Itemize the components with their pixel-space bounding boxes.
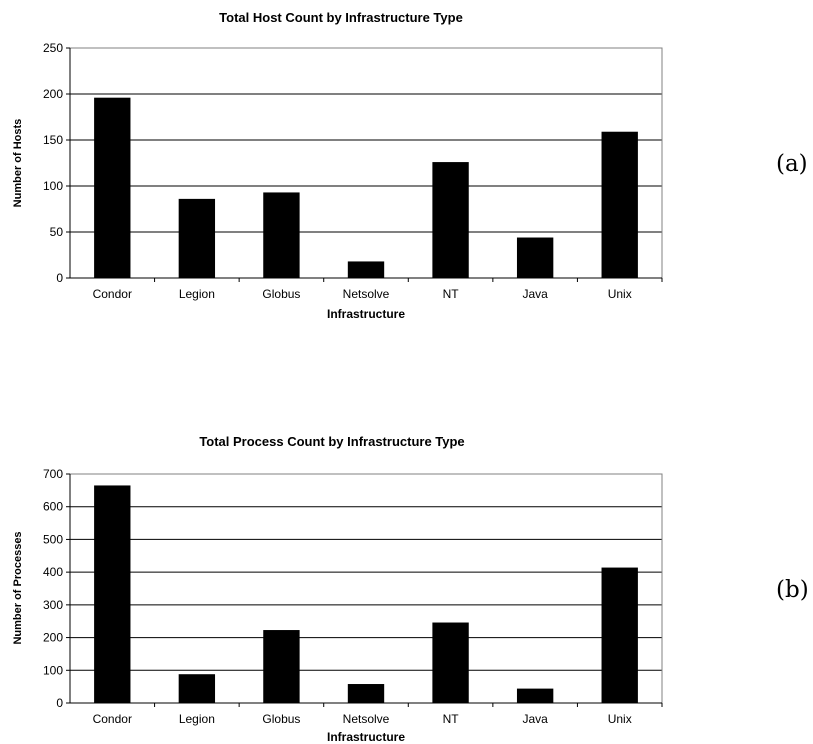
y-tick-label: 400 [43,565,63,579]
y-tick-label: 200 [43,631,63,645]
x-tick-label: Unix [608,287,632,301]
x-tick-label: Unix [608,712,632,726]
bar-java [516,237,554,278]
x-tick-label: NT [443,287,460,301]
bar-legion [178,674,216,703]
y-axis-title: Number of Processes [12,531,24,644]
bar-java [516,688,554,703]
x-tick-label: Legion [179,287,215,301]
plot-area-frame [69,473,663,704]
bar-globus [263,630,300,703]
y-tick-label: 500 [43,532,63,546]
bar-globus [263,192,300,278]
x-axis-title: Infrastructure [327,730,405,744]
x-tick-label: Netsolve [343,712,390,726]
x-tick-label: Condor [93,712,132,726]
y-tick-label: 250 [43,41,63,55]
bar-condor [94,97,131,279]
y-tick-label: 0 [56,696,63,710]
y-tick-label: 600 [43,500,63,514]
y-tick-label: 0 [56,271,63,285]
x-tick-label: Legion [179,712,215,726]
x-tick-label: Java [522,287,548,301]
y-tick-label: 300 [43,598,63,612]
x-tick-label: Globus [262,287,300,301]
plot-area-frame [69,47,663,279]
bar-nt [432,162,469,278]
bar-legion [178,198,216,278]
y-tick-label: 100 [43,663,63,677]
x-tick-label: NT [443,712,460,726]
y-tick-label: 100 [43,179,63,193]
x-tick-label: Condor [93,287,132,301]
y-tick-label: 150 [43,133,63,147]
y-tick-label: 50 [50,225,64,239]
y-tick-label: 700 [43,467,63,481]
bar-netsolve [347,684,385,703]
bar-nt [432,622,469,703]
chart-title: Total Process Count by Infrastructure Ty… [199,434,464,449]
panel-label-b: (b) [776,577,809,603]
panel-label-a: (a) [776,151,808,177]
process-count-chart: Total Process Count by Infrastructure Ty… [12,434,809,744]
y-tick-label: 200 [43,87,63,101]
bar-netsolve [347,261,385,278]
y-axis-title: Number of Hosts [12,119,24,208]
bar-condor [94,485,131,703]
x-tick-label: Java [522,712,548,726]
x-tick-label: Netsolve [343,287,390,301]
bar-unix [601,131,638,278]
chart-title: Total Host Count by Infrastructure Type [219,10,463,25]
bar-unix [601,567,638,703]
host-count-chart: Total Host Count by Infrastructure Type … [12,10,808,321]
x-tick-label: Globus [262,712,300,726]
x-axis-title: Infrastructure [327,307,405,321]
